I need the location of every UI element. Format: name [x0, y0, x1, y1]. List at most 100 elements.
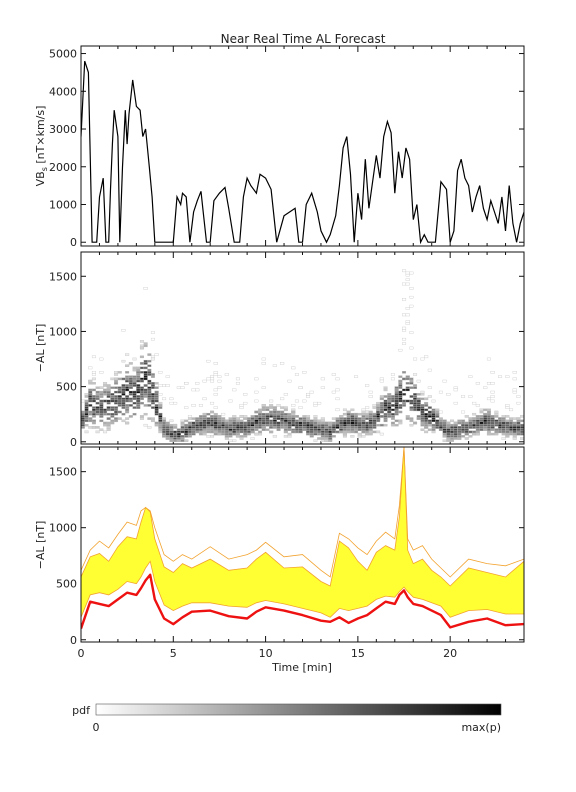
pdf-cell: [398, 390, 403, 394]
pdf-cell: [457, 430, 462, 434]
pdf-cell: [106, 417, 111, 420]
pdf-cell: [239, 428, 244, 431]
pdf-cell: [479, 419, 484, 423]
pdf-cell: [198, 415, 203, 418]
pdf-cell: [498, 428, 503, 431]
pdf-cell: [291, 410, 296, 414]
pdf-cell: [357, 417, 362, 420]
pdf-cell: [409, 401, 414, 405]
pdf-cell: [114, 410, 119, 414]
pdf-cell: [387, 410, 392, 414]
pdf-cell: [254, 417, 259, 420]
pdf-cell: [294, 399, 299, 403]
pdf-cell: [210, 435, 215, 438]
pdf-cell: [390, 404, 395, 407]
pdf-cell: [354, 415, 359, 418]
pdf-cell: [84, 408, 89, 412]
pdf-cell: [357, 412, 362, 416]
pdf-cell: [106, 428, 111, 431]
pdf-cell: [383, 395, 388, 398]
pdf-cell: [424, 423, 429, 427]
pdf-cell: [494, 412, 499, 416]
pdf-cell: [162, 417, 167, 420]
pdf-cell: [91, 355, 96, 359]
pdf-cell: [136, 397, 141, 401]
pdf-cell: [409, 382, 414, 385]
pdf-cell: [128, 404, 133, 407]
pdf-cell: [387, 397, 392, 401]
pdf-cell: [376, 406, 381, 409]
pdf-cell: [213, 393, 218, 396]
pdf-cell: [324, 430, 329, 434]
pdf-cell: [464, 430, 469, 434]
pdf-cell: [213, 419, 218, 423]
pdf-cell: [483, 386, 488, 389]
pdf-cell: [125, 371, 130, 374]
pdf-cell: [306, 393, 311, 396]
pdf-cell: [198, 421, 203, 425]
pdf-cell: [320, 428, 325, 431]
pdf-cell: [431, 428, 436, 431]
pdf-cell: [409, 417, 414, 420]
pdf-cell: [81, 419, 85, 423]
pdf-cell: [416, 379, 421, 383]
pdf-cell: [390, 417, 395, 420]
pdf-cell: [88, 393, 93, 396]
pdf-cell: [446, 432, 451, 436]
pdf-cell: [261, 412, 266, 416]
pdf-cell: [472, 423, 477, 427]
pdf-cell: [232, 432, 237, 436]
pdf-cell: [409, 304, 414, 308]
pdf-heatmap: [81, 269, 524, 442]
pdf-cell: [368, 423, 373, 427]
pdf-cell: [346, 412, 351, 416]
pdf-cell: [154, 406, 159, 409]
pdf-cell: [95, 412, 100, 416]
pdf-cell: [317, 430, 322, 434]
pdf-cell: [239, 415, 244, 418]
pdf-cell: [379, 408, 384, 412]
pdf-cell: [210, 375, 215, 378]
pdf-cell: [191, 388, 196, 392]
pdf-cell: [398, 384, 403, 387]
pdf-cell: [125, 406, 130, 409]
pdf-cell: [128, 397, 133, 401]
y-tick-label: 1500: [49, 466, 77, 479]
pdf-cell: [442, 430, 447, 434]
pdf-cell: [357, 428, 362, 431]
pdf-cell: [243, 393, 248, 396]
pdf-cell: [158, 406, 163, 409]
pdf-cell: [350, 435, 355, 438]
pdf-cell: [243, 423, 248, 427]
pdf-cell: [117, 395, 122, 398]
pdf-cell: [158, 384, 163, 387]
pdf-cell: [103, 421, 108, 425]
pdf-cell: [99, 408, 104, 412]
pdf-cell: [246, 419, 251, 423]
pdf-cell: [173, 430, 178, 434]
pdf-cell: [398, 397, 403, 401]
pdf-cell: [88, 397, 93, 401]
pdf-cell: [213, 423, 218, 427]
pdf-cell: [342, 432, 347, 436]
pdf-cell: [176, 437, 181, 440]
pdf-cell: [365, 421, 370, 425]
pdf-cell: [339, 426, 344, 429]
pdf-cell: [490, 371, 495, 374]
pdf-cell: [136, 373, 141, 376]
pdf-cell: [291, 366, 296, 370]
pdf-cell: [117, 404, 122, 407]
pdf-cell: [365, 432, 370, 436]
pdf-cell: [81, 426, 85, 429]
pdf-cell: [390, 377, 395, 381]
pdf-cell: [335, 397, 340, 401]
pdf-cell: [110, 393, 115, 396]
pdf-cell: [250, 417, 255, 420]
pdf-cell: [479, 408, 484, 412]
pdf-cell: [450, 430, 455, 434]
pdf-cell: [320, 426, 325, 429]
pdf-cell: [450, 435, 455, 438]
x-tick-label: 5: [170, 647, 177, 660]
pdf-cell: [368, 419, 373, 423]
pdf-cell: [95, 393, 100, 396]
